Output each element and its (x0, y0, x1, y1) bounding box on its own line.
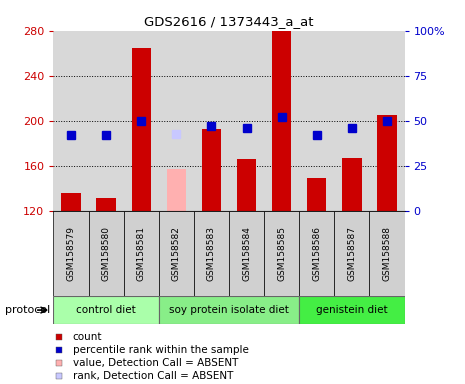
Bar (237, 159, 256, 211)
Text: GSM158582: GSM158582 (172, 226, 181, 281)
Bar (166, 169, 186, 211)
Text: GSM158588: GSM158588 (383, 226, 392, 281)
Bar (124, 211, 159, 296)
Text: count: count (73, 332, 102, 342)
Text: soy protein isolate diet: soy protein isolate diet (169, 305, 289, 315)
Bar (307, 179, 326, 211)
Text: genistein diet: genistein diet (316, 305, 388, 315)
Bar (96, 198, 116, 211)
Bar (88, 211, 124, 296)
Text: GSM158586: GSM158586 (312, 226, 321, 281)
Bar (159, 296, 299, 324)
Text: GSM158580: GSM158580 (102, 226, 111, 281)
Bar (342, 158, 362, 211)
Text: control diet: control diet (76, 305, 136, 315)
Text: percentile rank within the sample: percentile rank within the sample (73, 345, 249, 355)
Text: value, Detection Call = ABSENT: value, Detection Call = ABSENT (73, 358, 238, 367)
Bar (229, 211, 264, 296)
Text: GSM158584: GSM158584 (242, 226, 251, 281)
Bar (272, 31, 292, 211)
Bar (202, 129, 221, 211)
Bar (53, 296, 159, 324)
Bar (334, 211, 370, 296)
Text: protocol: protocol (5, 305, 50, 315)
Text: GSM158579: GSM158579 (66, 226, 75, 281)
Bar (299, 296, 405, 324)
Bar (377, 115, 397, 211)
Text: rank, Detection Call = ABSENT: rank, Detection Call = ABSENT (73, 371, 233, 381)
Text: GSM158587: GSM158587 (347, 226, 356, 281)
Text: GSM158585: GSM158585 (277, 226, 286, 281)
Bar (369, 211, 405, 296)
Text: GSM158583: GSM158583 (207, 226, 216, 281)
Text: GSM158581: GSM158581 (137, 226, 146, 281)
Bar (264, 211, 299, 296)
Bar (61, 193, 81, 211)
Bar (194, 211, 229, 296)
Bar (132, 48, 151, 211)
Bar (299, 211, 334, 296)
Bar (159, 211, 194, 296)
Bar (53, 211, 88, 296)
Title: GDS2616 / 1373443_a_at: GDS2616 / 1373443_a_at (144, 15, 314, 28)
